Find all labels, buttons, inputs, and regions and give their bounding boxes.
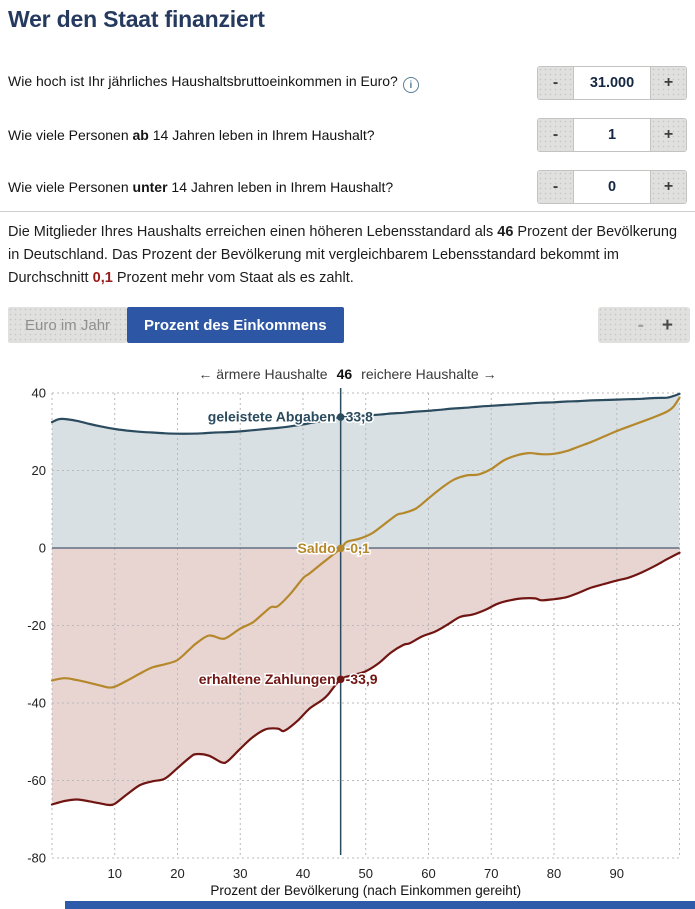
saldo-percent-value: 0,1 xyxy=(92,270,113,286)
x-tick-label: 40 xyxy=(296,866,310,881)
percentile-marker-value: 46 xyxy=(336,366,353,382)
y-tick-label: 40 xyxy=(32,386,46,401)
adults-stepper: - + xyxy=(537,118,687,152)
x-tick-label: 80 xyxy=(547,866,561,881)
series-value-saldo: -0,1 xyxy=(346,540,370,556)
toggle-euro-im-jahr[interactable]: Euro im Jahr xyxy=(8,307,128,343)
series-label-geleistete-abgaben: geleistete Abgaben xyxy=(208,409,336,425)
income-distribution-chart[interactable]: geleistete Abgaben 33,8 Saldo -0,1 erhaltene… xyxy=(0,386,695,909)
income-decrease-button[interactable]: - xyxy=(538,67,573,99)
adults-decrease-button[interactable]: - xyxy=(538,119,573,151)
y-tick-label: 0 xyxy=(39,541,46,556)
series-line-geleistete-abgaben xyxy=(50,392,681,435)
adults-question-label: Wie viele Personen ab 14 Jahren leben in… xyxy=(8,127,375,143)
series-line-saldo xyxy=(50,396,681,689)
result-summary: Die Mitglieder Ihres Haushalts erreichen… xyxy=(8,224,678,286)
income-question-text: Wie hoch ist Ihr jährliches Haushaltsbru… xyxy=(8,72,398,89)
series-value-geleistete-abgaben: 33,8 xyxy=(346,409,373,425)
toggle-prozent-des-einkommens[interactable]: Prozent des Einkommens xyxy=(127,307,344,343)
children-question-row: Wie viele Personen unter 14 Jahren leben… xyxy=(8,170,687,204)
children-increase-button[interactable]: + xyxy=(651,171,686,203)
series-value-erhaltene-zahlungen: -33,9 xyxy=(346,671,378,687)
x-axis-label: Prozent der Bevölkerung (nach Einkommen … xyxy=(210,883,521,898)
income-question-row: Wie hoch ist Ihr jährliches Haushaltsbru… xyxy=(8,66,687,100)
income-increase-button[interactable]: + xyxy=(651,67,686,99)
adults-increase-button[interactable]: + xyxy=(651,119,686,151)
adults-question-row: Wie viele Personen ab 14 Jahren leben in… xyxy=(8,118,687,152)
x-tick-label: 30 xyxy=(233,866,247,881)
y-tick-label: -80 xyxy=(27,851,46,866)
zoom-in-button[interactable]: + xyxy=(661,314,673,336)
children-stepper: - + xyxy=(537,170,687,204)
chart-zoom-control: - + xyxy=(598,307,690,343)
divider xyxy=(0,211,695,212)
income-stepper: - + xyxy=(537,66,687,100)
page-title: Wer den Staat finanziert xyxy=(8,6,265,32)
y-tick-label: -60 xyxy=(27,773,46,788)
children-decrease-button[interactable]: - xyxy=(538,171,573,203)
income-value-input[interactable] xyxy=(573,67,651,99)
series-fill-geleistete-abgaben xyxy=(52,393,680,548)
x-tick-label: 70 xyxy=(484,866,498,881)
x-tick-label: 10 xyxy=(108,866,122,881)
y-tick-label: -20 xyxy=(27,618,46,633)
series-label-saldo: Saldo xyxy=(298,540,336,556)
series-fill-erhaltene-zahlungen xyxy=(52,548,680,806)
y-tick-label: -40 xyxy=(27,696,46,711)
income-question-label: Wie hoch ist Ihr jährliches Haushaltsbru… xyxy=(8,73,419,94)
children-question-label: Wie viele Personen unter 14 Jahren leben… xyxy=(8,179,394,195)
adults-value-input[interactable] xyxy=(573,119,651,151)
marker-dot-saldo xyxy=(336,544,345,553)
x-tick-label: 20 xyxy=(170,866,184,881)
marker-dot-geleistete-abgaben xyxy=(336,413,345,421)
richer-households-label: reichere Haushalte → xyxy=(361,366,497,382)
zoom-out-button[interactable]: - xyxy=(637,314,644,336)
series-line-erhaltene-zahlungen xyxy=(50,551,681,807)
info-icon[interactable]: i xyxy=(402,77,419,94)
x-tick-label: 60 xyxy=(421,866,435,881)
series-label-erhaltene-zahlungen: erhaltene Zahlungen xyxy=(199,671,336,687)
marker-dot-erhaltene-zahlungen xyxy=(336,675,345,684)
x-tick-label: 50 xyxy=(359,866,373,881)
children-value-input[interactable] xyxy=(573,171,651,203)
x-tick-label: 90 xyxy=(610,866,624,881)
chart-header: ← ärmere Haushalte 46 reichere Haushalte… xyxy=(0,366,695,382)
view-toggle-group: Euro im Jahr Prozent des Einkommens xyxy=(8,307,344,343)
y-tick-label: 20 xyxy=(32,463,46,478)
poorer-households-label: ← ärmere Haushalte xyxy=(198,366,328,382)
percentile-value: 46 xyxy=(497,224,514,240)
footer-bar xyxy=(65,901,695,909)
